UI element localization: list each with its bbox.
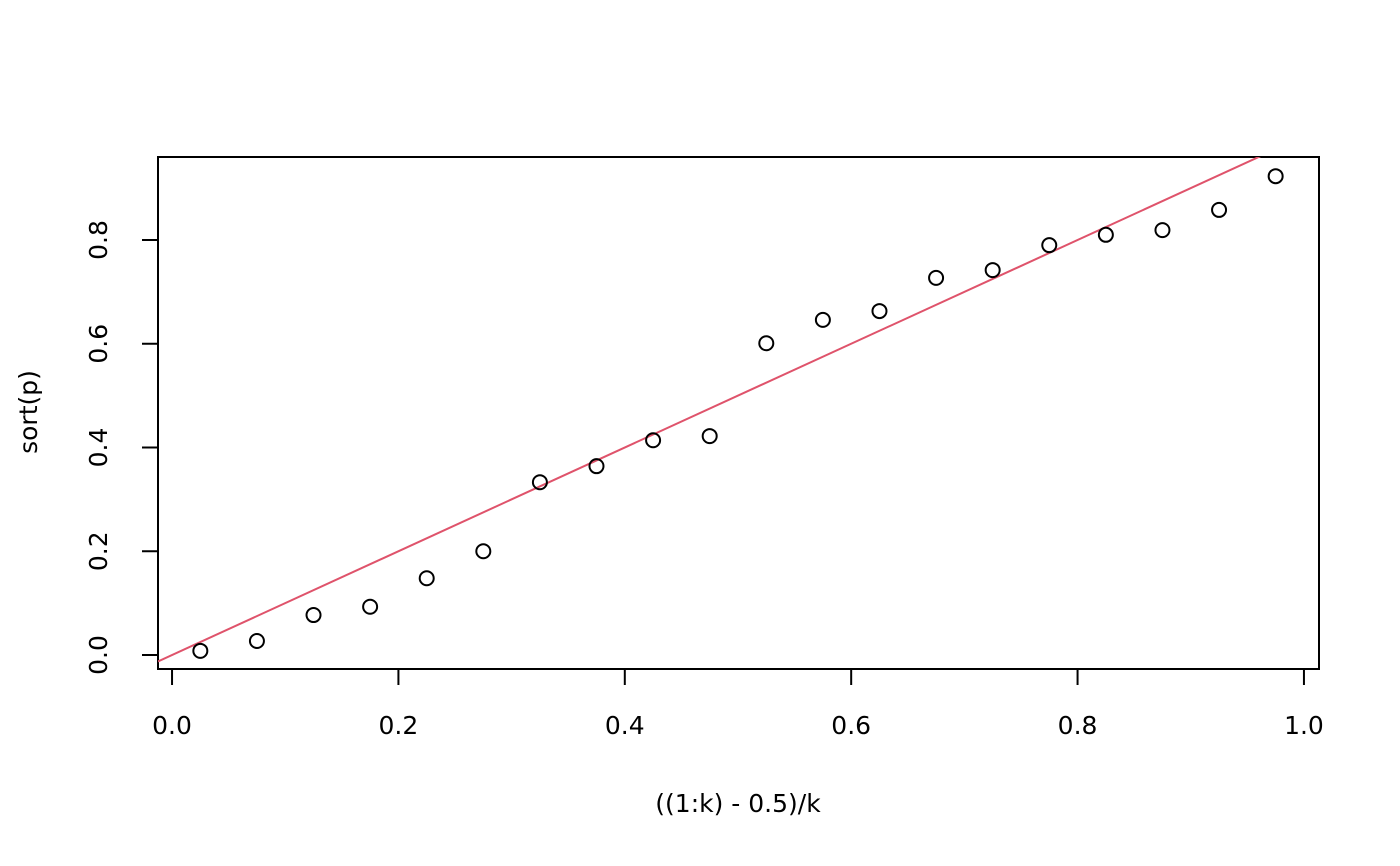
- x-tick-label: 0.6: [831, 711, 871, 740]
- y-tick-label: 0.0: [84, 635, 113, 675]
- point: [758, 335, 775, 352]
- point: [248, 632, 265, 649]
- x-tick-label: 0.4: [605, 711, 645, 740]
- point: [1154, 222, 1171, 239]
- reference-line: [158, 157, 1262, 663]
- point: [418, 570, 435, 587]
- point: [814, 311, 831, 328]
- y-tick-label: 0.6: [84, 324, 113, 364]
- x-tick-label: 0.8: [1058, 711, 1098, 740]
- point: [531, 474, 548, 491]
- y-tick-label: 0.8: [84, 220, 113, 260]
- point: [475, 543, 492, 560]
- point: [1097, 226, 1114, 243]
- y-axis-label: sort(p): [14, 370, 43, 454]
- point: [192, 642, 209, 659]
- point: [871, 303, 888, 320]
- point: [928, 269, 945, 286]
- x-tick-label: 0.2: [379, 711, 419, 740]
- plot-box: [157, 156, 1320, 670]
- y-tick-label: 0.2: [84, 531, 113, 571]
- x-tick-label: 1.0: [1284, 711, 1324, 740]
- point: [645, 432, 662, 449]
- point: [588, 458, 605, 475]
- x-axis-label: ((1:k) - 0.5)/k: [655, 789, 821, 818]
- point: [305, 607, 322, 624]
- point: [1211, 201, 1228, 218]
- x-tick-label: 0.0: [152, 711, 192, 740]
- point: [1041, 237, 1058, 254]
- point: [701, 428, 718, 445]
- plot-area: [158, 157, 1262, 663]
- point: [984, 262, 1001, 279]
- point: [1267, 168, 1284, 185]
- point: [362, 598, 379, 615]
- y-tick-label: 0.4: [84, 428, 113, 468]
